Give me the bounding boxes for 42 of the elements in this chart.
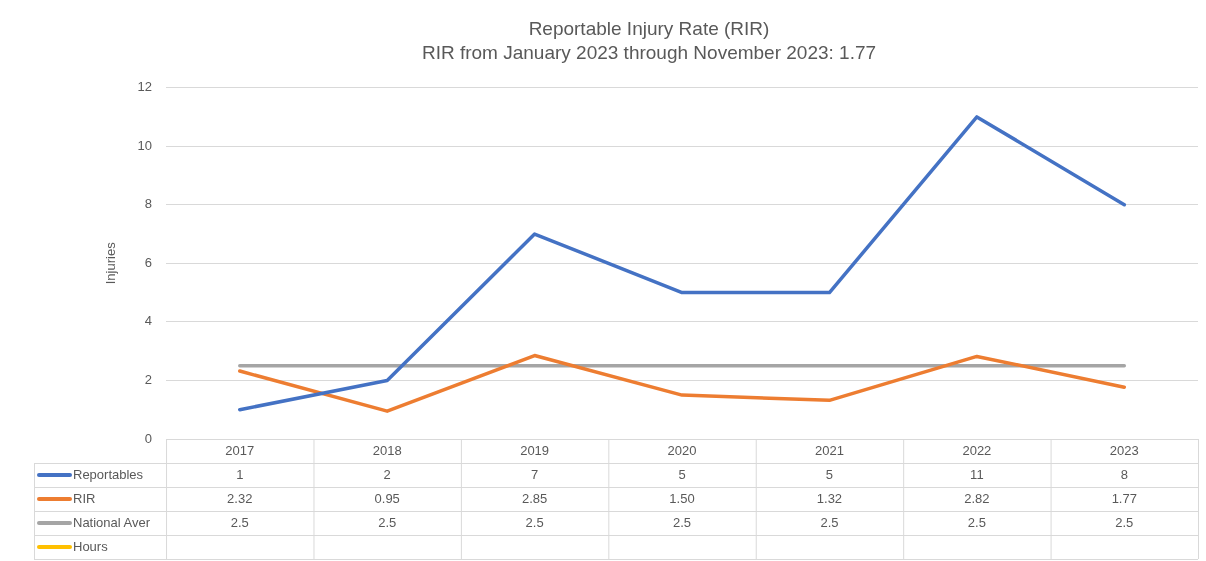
legend-label: National Aver [73,514,151,530]
data-label: 8 [1120,466,1128,482]
data-label: 0.95 [374,490,400,506]
data-label: 5 [825,466,834,482]
chart-subtitle: RIR from January 2023 through November 2023: 1.77 [421,42,877,64]
legend-label: Reportables [73,466,144,482]
data-label: 2.5 [230,514,249,530]
x-tick-label: 2021 [814,442,844,458]
x-tick-label: 2020 [667,442,697,458]
data-label: 2.82 [964,490,990,506]
data-label: 2.5 [1115,514,1134,530]
data-label: 1.32 [816,490,843,506]
data-label: 5 [678,466,686,482]
y-tick-label: 6 [144,254,153,270]
data-label: 2.5 [820,514,839,530]
y-tick-label: 0 [144,430,153,446]
x-tick-label: 2017 [225,442,255,458]
data-label: 11 [970,466,984,482]
data-label: 2.32 [227,490,253,506]
data-label: 2.85 [521,490,548,506]
y-tick-label: 4 [144,313,153,329]
data-label: 2.5 [967,514,986,530]
legend-label: Hours [73,538,109,554]
y-tick-label: 8 [144,196,153,212]
legend-label: RIR [73,490,96,506]
data-label: 1.50 [669,490,695,506]
y-tick-label: 2 [144,372,153,388]
y-axis-title: Injuries [103,241,119,285]
x-tick-label: 2018 [372,442,402,458]
data-label: 2.5 [378,514,397,530]
x-tick-label: 2019 [520,442,550,458]
data-label: 1 [236,466,244,482]
chart-title: Reportable Injury Rate (RIR) [528,17,770,39]
data-label: 7 [530,466,539,482]
data-label: 2 [383,466,391,482]
y-tick-label: 12 [137,79,153,95]
data-label: 2.5 [672,514,692,530]
x-tick-label: 2023 [1109,442,1139,458]
y-tick-label: 10 [137,137,153,153]
x-tick-label: 2022 [962,442,992,458]
data-label: 2.5 [525,514,544,530]
data-label: 1.77 [1111,490,1137,506]
